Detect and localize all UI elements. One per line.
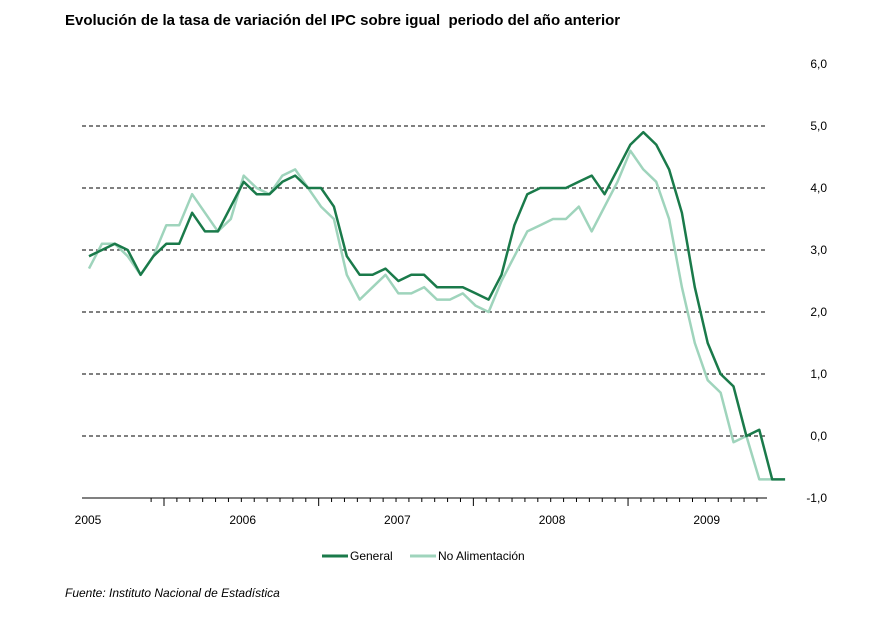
y-tick-label: 2,0: [810, 305, 827, 319]
y-tick-label: 1,0: [810, 367, 827, 381]
legend-label: No Alimentación: [438, 549, 525, 563]
x-tick-label: 2008: [539, 513, 566, 527]
x-tick-label: 2006: [229, 513, 256, 527]
x-tick-label: 2007: [384, 513, 411, 527]
x-tick-label: 2009: [693, 513, 720, 527]
series-line-general: [88, 130, 786, 481]
x-tick-label: 2005: [75, 513, 102, 527]
source-note: Fuente: Instituto Nacional de Estadístic…: [65, 586, 280, 600]
y-tick-label: 3,0: [810, 243, 827, 257]
series-line-no-alimentaci-n: [87, 149, 773, 481]
y-tick-label: 0,0: [810, 429, 827, 443]
chart-title: Evolución de la tasa de variación del IP…: [65, 12, 621, 29]
legend-label: General: [350, 549, 393, 563]
y-tick-label: -1,0: [806, 491, 827, 505]
y-tick-label: 4,0: [810, 181, 827, 195]
y-tick-label: 6,0: [810, 57, 827, 71]
y-tick-label: 5,0: [810, 119, 827, 133]
